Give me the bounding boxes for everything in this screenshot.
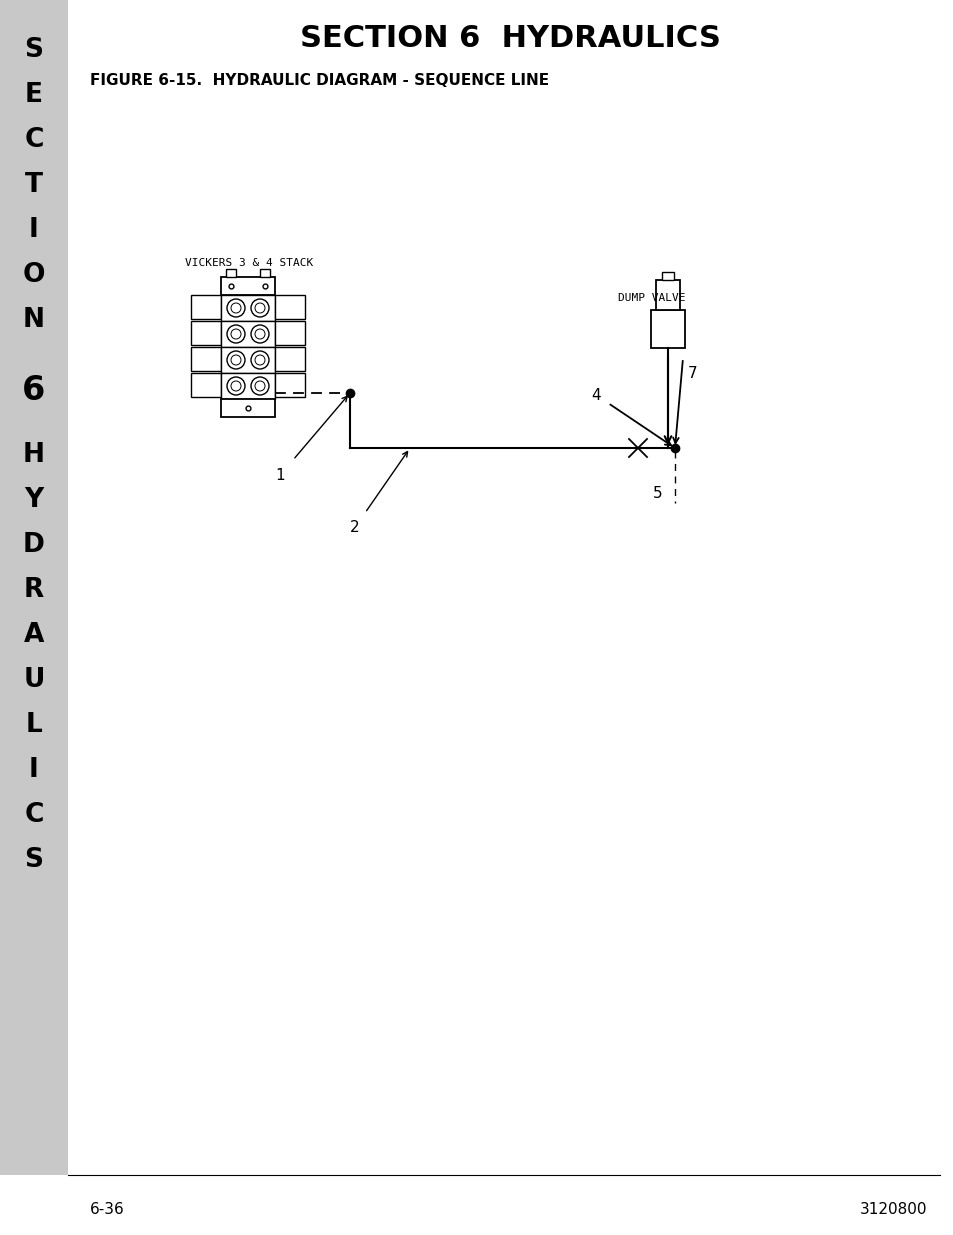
Circle shape <box>251 377 269 395</box>
Bar <box>221 399 274 417</box>
Text: 4: 4 <box>591 388 600 403</box>
Text: N: N <box>23 308 45 333</box>
Circle shape <box>231 329 241 338</box>
Circle shape <box>227 299 245 317</box>
Text: 2: 2 <box>350 520 359 535</box>
Text: U: U <box>23 667 45 693</box>
Bar <box>226 269 235 277</box>
Text: I: I <box>30 757 39 783</box>
Bar <box>191 321 221 345</box>
Text: SECTION 6  HYDRAULICS: SECTION 6 HYDRAULICS <box>299 23 720 53</box>
Circle shape <box>254 329 265 338</box>
Text: VICKERS 3 & 4 STACK: VICKERS 3 & 4 STACK <box>185 258 313 268</box>
Text: 1: 1 <box>274 468 285 483</box>
Text: O: O <box>23 262 45 288</box>
Bar <box>221 373 274 399</box>
Circle shape <box>231 354 241 366</box>
Text: H: H <box>23 442 45 468</box>
Bar <box>656 280 679 310</box>
Text: DUMP VALVE: DUMP VALVE <box>618 293 685 303</box>
Bar <box>221 321 274 347</box>
Text: S: S <box>25 37 44 63</box>
Bar <box>191 295 221 319</box>
Text: A: A <box>24 622 44 648</box>
Circle shape <box>251 299 269 317</box>
Bar <box>650 310 684 348</box>
Circle shape <box>254 303 265 312</box>
Bar <box>221 347 274 373</box>
Text: 5: 5 <box>653 485 662 500</box>
Bar <box>0 0 68 1174</box>
Text: L: L <box>26 713 42 739</box>
Bar <box>661 272 673 280</box>
Text: Y: Y <box>25 487 44 513</box>
Circle shape <box>254 354 265 366</box>
Text: 6-36: 6-36 <box>90 1203 125 1218</box>
Circle shape <box>227 325 245 343</box>
Bar <box>274 373 305 396</box>
Circle shape <box>231 382 241 391</box>
Bar <box>260 269 270 277</box>
Text: FIGURE 6-15.  HYDRAULIC DIAGRAM - SEQUENCE LINE: FIGURE 6-15. HYDRAULIC DIAGRAM - SEQUENC… <box>90 73 549 88</box>
Text: 7: 7 <box>687 366 697 380</box>
Circle shape <box>227 351 245 369</box>
Text: C: C <box>24 127 44 153</box>
Circle shape <box>254 382 265 391</box>
Circle shape <box>231 303 241 312</box>
Text: I: I <box>30 217 39 243</box>
Circle shape <box>251 325 269 343</box>
Text: D: D <box>23 532 45 558</box>
Text: C: C <box>24 802 44 827</box>
Text: R: R <box>24 577 44 603</box>
Bar <box>274 321 305 345</box>
Bar <box>221 295 274 321</box>
Bar <box>274 295 305 319</box>
Bar <box>191 373 221 396</box>
Circle shape <box>251 351 269 369</box>
Text: T: T <box>25 172 43 198</box>
Bar <box>221 277 274 295</box>
Text: E: E <box>25 82 43 107</box>
Text: S: S <box>25 847 44 873</box>
Text: 3120800: 3120800 <box>859 1203 926 1218</box>
Circle shape <box>227 377 245 395</box>
Bar <box>274 347 305 370</box>
Bar <box>191 347 221 370</box>
Text: 6: 6 <box>22 373 46 406</box>
